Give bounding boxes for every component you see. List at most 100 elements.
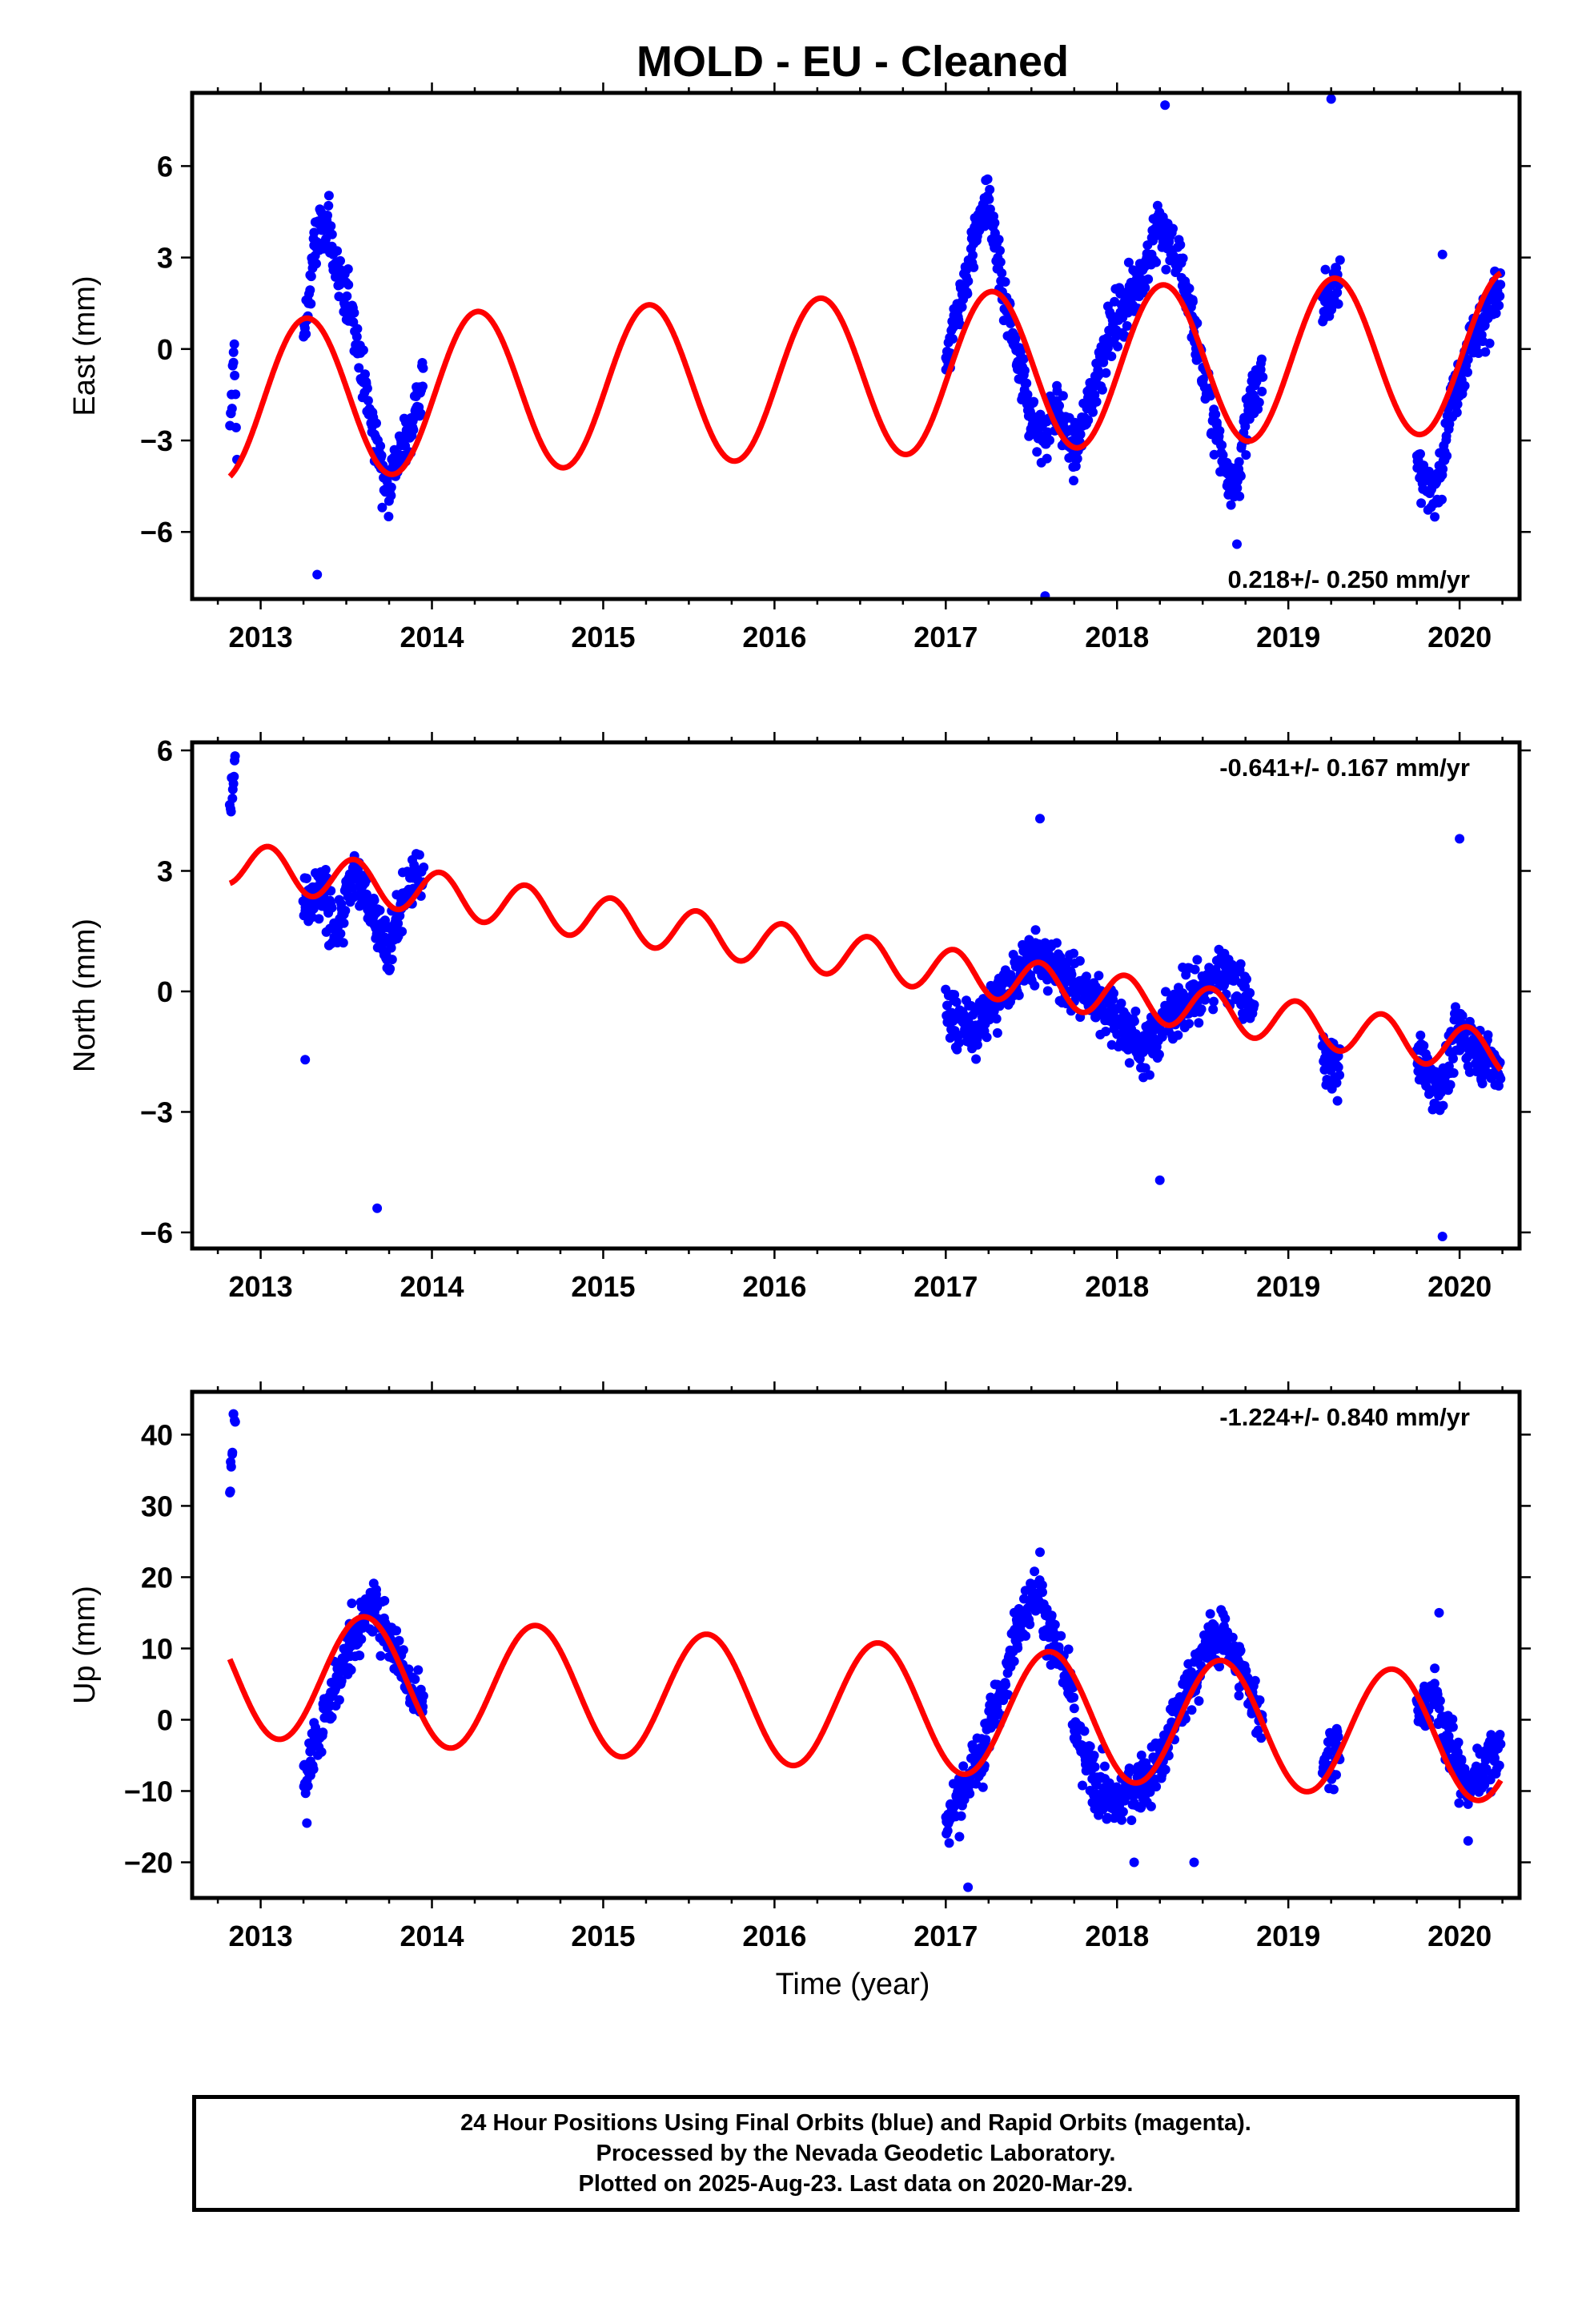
data-point [413, 1665, 424, 1675]
data-point [1215, 1662, 1224, 1672]
data-point [375, 1651, 386, 1661]
data-point [339, 918, 349, 928]
data-point [942, 1826, 953, 1836]
data-point [968, 250, 978, 260]
data-point [1327, 304, 1337, 315]
data-point [1448, 1053, 1458, 1063]
panels-group: 2013 2014 2015 2016 2017 2018 2019 2020 −6 −3 0 3 6 E… [68, 82, 1531, 1952]
data-point [1452, 408, 1462, 418]
x-tick-label: 2016 [742, 1270, 806, 1303]
data-point [1452, 399, 1463, 409]
x-tick-label: 2014 [400, 1920, 464, 1952]
data-point [1437, 494, 1447, 505]
data-point [1494, 1760, 1504, 1771]
x-axis-label: Time (year) [776, 1968, 930, 2001]
data-point [228, 778, 239, 789]
data-point [982, 174, 993, 184]
data-point [1143, 274, 1154, 284]
data-point [962, 288, 973, 299]
data-point [978, 1782, 988, 1792]
y-tick-label: 0 [157, 333, 173, 366]
data-point [1085, 1741, 1095, 1751]
data-point [1035, 1547, 1045, 1558]
data-point [1442, 451, 1452, 461]
data-point [326, 221, 336, 231]
data-point [1079, 1726, 1090, 1736]
data-point [351, 332, 362, 342]
data-point [229, 339, 239, 349]
data-point [1235, 959, 1246, 969]
data-point [1173, 1030, 1183, 1040]
data-point [346, 1665, 356, 1675]
up-y-axis-label: Up (mm) [68, 1586, 102, 1704]
data-point [969, 262, 979, 272]
data-point [972, 1039, 982, 1050]
north-model-fit-line [227, 843, 1504, 1072]
data-point [1455, 834, 1465, 844]
data-point [320, 865, 331, 875]
x-tick-label: 2017 [913, 621, 978, 653]
data-point [1328, 1784, 1339, 1795]
data-point [334, 1695, 344, 1705]
x-tick-label: 2020 [1427, 1270, 1492, 1303]
data-point [1253, 1725, 1263, 1735]
data-point [379, 1595, 390, 1606]
data-point [1078, 1780, 1087, 1791]
data-point [1333, 1062, 1343, 1072]
data-point [1160, 1764, 1170, 1775]
data-point [306, 271, 316, 282]
data-point [1151, 1782, 1162, 1791]
data-point [963, 1882, 974, 1892]
data-point [1232, 539, 1242, 549]
data-point [335, 255, 345, 266]
data-point [1434, 1607, 1444, 1618]
data-point [375, 905, 385, 915]
data-point [1186, 1705, 1197, 1715]
data-point [1494, 300, 1504, 311]
y-tick-label: 40 [141, 1418, 173, 1451]
data-point [231, 389, 241, 400]
data-point [1448, 1068, 1459, 1078]
footer-info-box: 24 Hour Positions Using Final Orbits (bl… [192, 2095, 1520, 2212]
data-point [1009, 1656, 1019, 1667]
x-tick-label: 2017 [913, 1920, 978, 1952]
data-point [340, 906, 351, 916]
x-tick-label: 2015 [571, 1920, 635, 1952]
data-point [1451, 1002, 1460, 1012]
x-tick-label: 2019 [1256, 1270, 1320, 1303]
data-point [1072, 453, 1082, 464]
data-point [1437, 249, 1447, 259]
data-point [1184, 1019, 1194, 1029]
data-point [343, 279, 354, 290]
data-point [1496, 279, 1506, 290]
data-point [957, 302, 967, 312]
x-tick-label: 2020 [1427, 1920, 1492, 1952]
data-point [1032, 447, 1042, 457]
data-point [1335, 255, 1345, 265]
footer-line-orbits: 24 Hour Positions Using Final Orbits (bl… [460, 2110, 1251, 2136]
data-point [1178, 253, 1188, 263]
y-tick-label: −10 [124, 1775, 173, 1807]
data-point [1082, 971, 1091, 982]
data-point [1000, 277, 1010, 287]
data-point [1069, 1703, 1079, 1714]
data-point [302, 873, 311, 883]
data-point [1211, 409, 1221, 420]
data-point [1042, 453, 1052, 464]
data-point [1200, 995, 1211, 1005]
data-point [226, 806, 236, 817]
data-point [958, 1761, 969, 1771]
north-rate-label: -0.641+/- 0.167 mm/yr [1219, 754, 1470, 782]
data-point [1112, 1029, 1122, 1039]
data-point [1116, 998, 1126, 1008]
north-data-points [224, 751, 1506, 1241]
data-point [985, 184, 995, 195]
data-point [1331, 1078, 1342, 1088]
data-point [1030, 1566, 1040, 1577]
data-point [1217, 440, 1227, 450]
data-point [1129, 1016, 1139, 1027]
data-point [1045, 435, 1054, 445]
data-point [982, 1032, 992, 1043]
data-point [410, 1674, 420, 1684]
data-point [1088, 407, 1098, 417]
